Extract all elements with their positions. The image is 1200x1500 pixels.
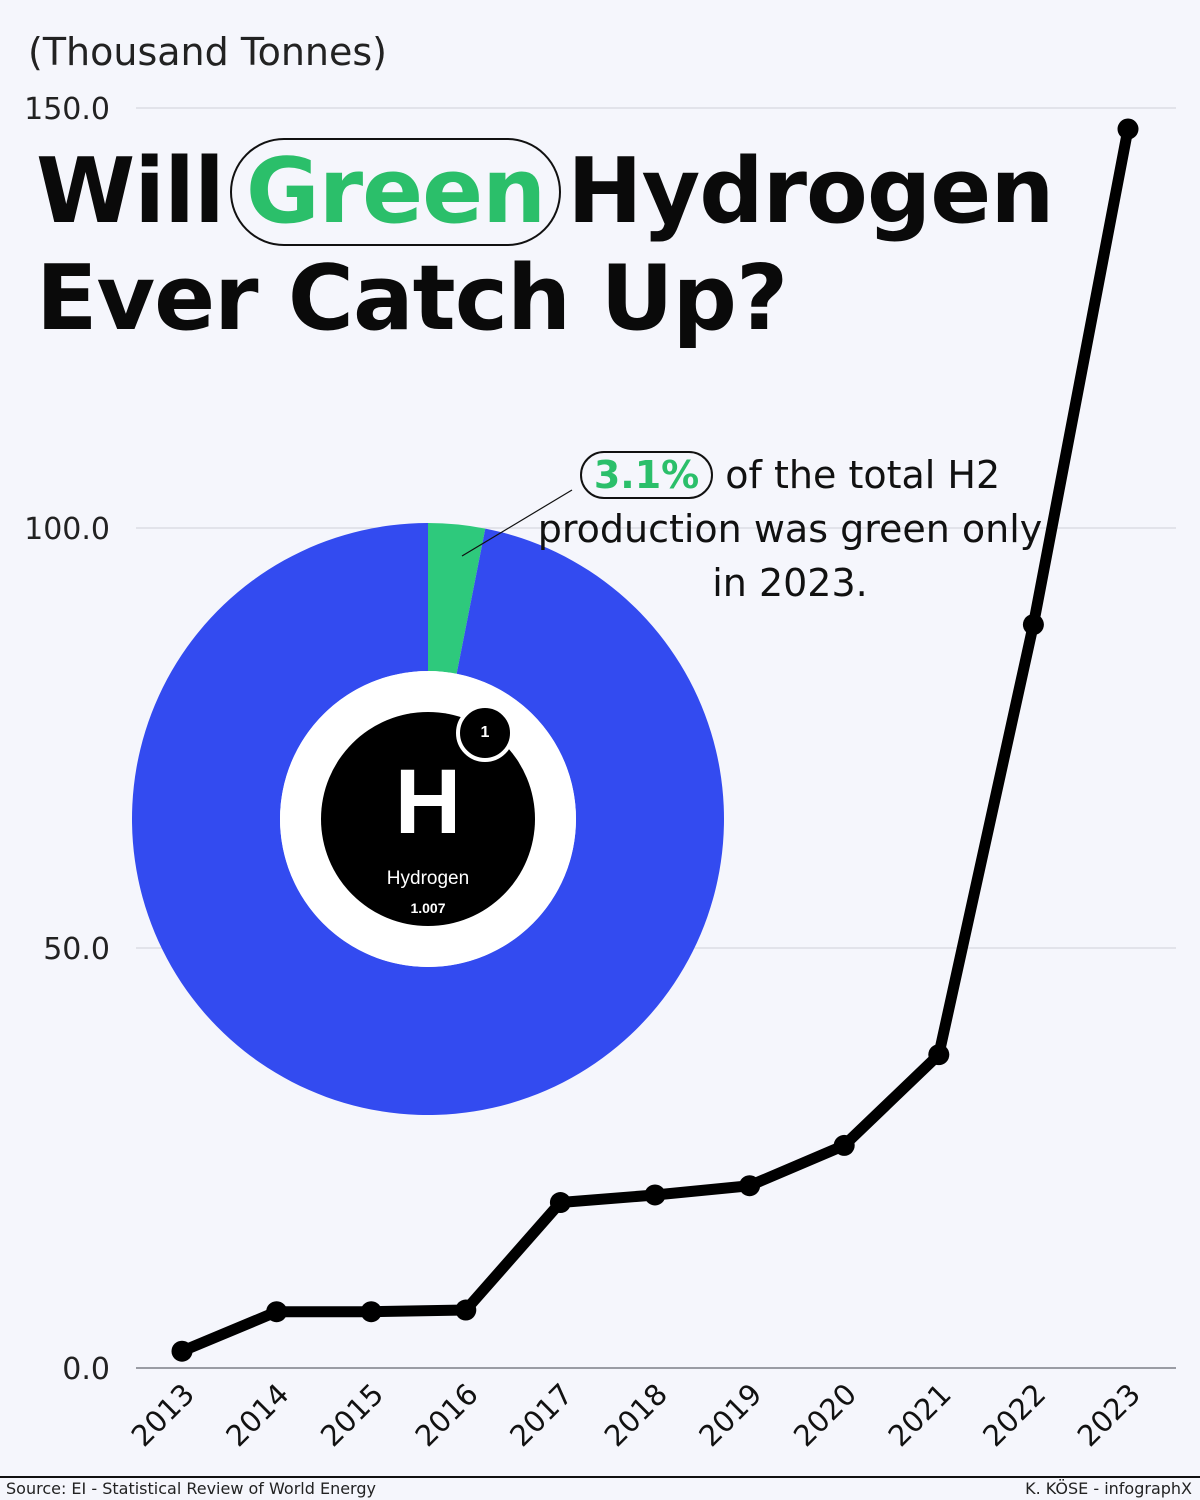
- element-name: Hydrogen: [386, 868, 470, 889]
- title-word-will: Will: [36, 139, 225, 244]
- donut-slice-green: [428, 523, 486, 674]
- annotation: 3.1% of the total H2 production was gree…: [520, 448, 1060, 610]
- element-mass: 1.007: [410, 900, 446, 916]
- data-point: [1117, 118, 1139, 140]
- data-point: [644, 1184, 666, 1206]
- source-text: Source: EI - Statistical Review of World…: [6, 1479, 376, 1498]
- y-tick-label: 100.0: [24, 512, 110, 547]
- data-point: [928, 1044, 950, 1066]
- y-tick-label: 50.0: [43, 932, 110, 967]
- y-axis: 0.0 50.0 100.0 150.0: [24, 92, 110, 1387]
- x-tick-label: 2016: [409, 1377, 485, 1453]
- data-point: [833, 1134, 855, 1156]
- annotation-text: of the total H2 production was green onl…: [537, 453, 1043, 605]
- data-point: [739, 1175, 761, 1197]
- title-word-hydrogen: Hydrogen: [567, 139, 1054, 244]
- x-tick-label: 2018: [598, 1377, 674, 1453]
- x-tick-label: 2017: [503, 1377, 579, 1453]
- data-point: [455, 1299, 477, 1321]
- data-point: [1022, 614, 1044, 636]
- element-symbol: H: [394, 751, 462, 853]
- page-title: Will Green Hydrogen Ever Catch Up?: [36, 138, 1054, 352]
- data-point: [549, 1192, 571, 1214]
- title-word-green: Green: [229, 138, 562, 246]
- donut-slice-other: [131, 523, 724, 1115]
- x-tick-label: 2015: [314, 1377, 390, 1453]
- unit-label: (Thousand Tonnes): [28, 30, 387, 74]
- atomic-number-badge: 1: [456, 704, 514, 762]
- footer-divider: [0, 1476, 1200, 1478]
- data-point: [360, 1301, 382, 1323]
- credit-text: K. KÖSE - infographX: [1025, 1479, 1192, 1498]
- title-line-2: Ever Catch Up?: [36, 246, 788, 351]
- x-tick-label: 2023: [1071, 1377, 1147, 1453]
- data-point: [171, 1340, 193, 1362]
- x-tick-label: 2022: [976, 1377, 1052, 1453]
- x-tick-label: 2014: [219, 1377, 295, 1453]
- y-tick-label: 0.0: [62, 1352, 110, 1387]
- x-tick-label: 2019: [692, 1377, 768, 1453]
- annotation-percent: 3.1%: [579, 451, 714, 499]
- x-tick-label: 2021: [882, 1377, 958, 1453]
- annotation-leader-line: [461, 489, 573, 557]
- x-tick-label: 2020: [787, 1377, 863, 1453]
- y-tick-label: 150.0: [24, 92, 110, 127]
- x-tick-label: 2013: [125, 1377, 201, 1453]
- x-axis: 2013 2014 2015 2016 2017 2018 2019 2020 2021 2022…: [125, 1377, 1147, 1453]
- title-line-1: Will Green Hydrogen: [36, 138, 1054, 246]
- data-point: [266, 1301, 288, 1323]
- series-line: [171, 118, 1139, 1362]
